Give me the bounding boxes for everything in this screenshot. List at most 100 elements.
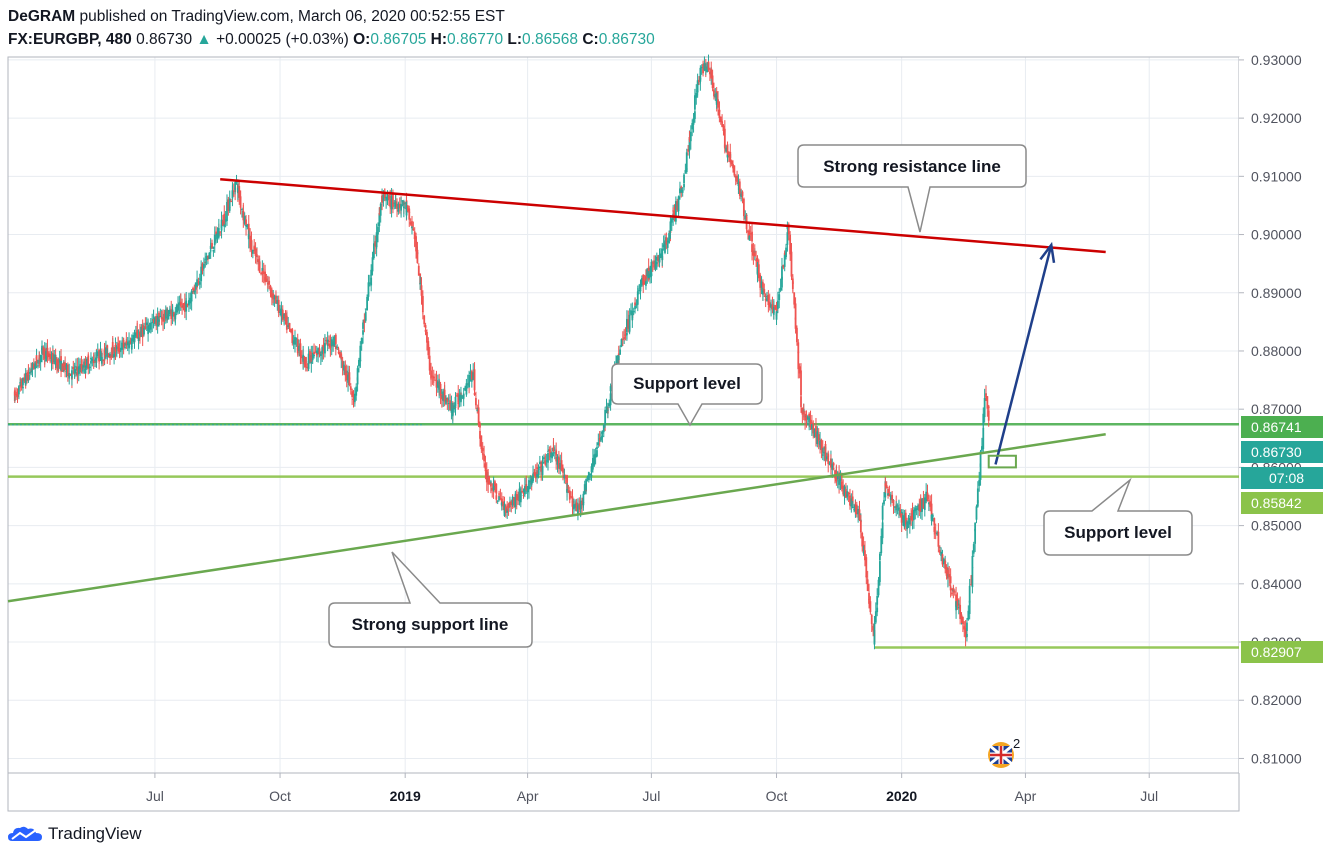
candle-body	[966, 633, 968, 637]
candle-body	[288, 323, 291, 330]
candle-body	[314, 352, 317, 354]
quote-row: FX:EURGBP, 480 0.86730 ▲ +0.00025 (+0.03…	[8, 29, 655, 51]
candle-body	[893, 506, 896, 508]
candle-body	[885, 485, 888, 489]
events-badge[interactable]: 2	[988, 736, 1020, 768]
candle-body	[491, 487, 494, 491]
candle-body	[35, 355, 38, 364]
candle-body	[929, 501, 932, 507]
candle-body	[435, 380, 438, 388]
candle-body	[864, 550, 866, 561]
candle-body	[60, 361, 62, 370]
candle-body	[360, 338, 363, 345]
candle-body	[870, 617, 873, 624]
candle-body	[609, 386, 612, 392]
candle-body	[619, 349, 621, 355]
candle-body	[957, 606, 960, 608]
candle-body	[130, 338, 133, 350]
time-axis[interactable]: Jul Oct 2019 Apr Jul Oct 2020 Apr Jul	[146, 773, 1158, 804]
horizontal-levels	[8, 423, 1239, 649]
candle-body	[164, 309, 167, 319]
callout-support-line[interactable]: Strong support line	[328, 551, 533, 648]
candle-body	[160, 318, 163, 320]
candle-body	[364, 312, 367, 321]
candle-body	[202, 263, 205, 269]
candle-body	[368, 282, 371, 284]
candle-body	[15, 393, 18, 395]
candle-body	[664, 240, 666, 253]
candle-body	[791, 281, 794, 289]
callout-resistance[interactable]: Strong resistance line	[797, 144, 1027, 233]
candle-body	[523, 486, 526, 495]
candle-body	[102, 360, 105, 362]
candle-body	[453, 405, 456, 410]
candle-body	[268, 280, 271, 285]
candle-body	[390, 196, 393, 210]
candle-body	[494, 481, 496, 487]
candle-body	[751, 231, 753, 242]
candle-body	[162, 318, 164, 322]
candle-body	[729, 151, 732, 163]
strong-resistance-line[interactable]	[220, 177, 1106, 254]
candle-body	[543, 457, 545, 460]
candle-body	[216, 233, 219, 239]
candle-body	[844, 489, 847, 498]
candle-body	[941, 554, 944, 565]
candle-body	[92, 360, 95, 363]
candle-body	[98, 357, 101, 362]
entry-zone-box[interactable]	[987, 454, 1017, 469]
candle-body	[45, 351, 47, 362]
candle-body	[828, 463, 831, 465]
candle-body	[913, 509, 915, 520]
candle-body	[942, 559, 945, 564]
price-tag-label: 0.86741	[1251, 419, 1302, 435]
candle-body	[571, 501, 574, 507]
candle-body	[560, 467, 563, 471]
candle-body	[270, 289, 273, 298]
candle-body	[115, 346, 118, 350]
candle-body	[968, 585, 971, 603]
candle-body	[428, 355, 431, 371]
candle-body	[553, 452, 556, 454]
price-axis[interactable]: 0.93000 0.92000 0.91000 0.90000 0.89000 0.880…	[1239, 52, 1325, 773]
candle-body	[585, 479, 587, 490]
candle-body	[480, 435, 483, 450]
candle-body	[484, 470, 487, 472]
candle-body	[921, 498, 923, 512]
candle-body	[366, 296, 368, 311]
candle-body	[103, 348, 106, 356]
candle-body	[363, 319, 366, 324]
callout-support-upper[interactable]: Support level	[611, 363, 763, 427]
candle-body	[747, 230, 749, 233]
candle-body	[858, 509, 861, 521]
candle-body	[272, 293, 275, 300]
candle-body	[77, 366, 80, 374]
candle-body	[114, 345, 117, 352]
symbol-label[interactable]: FX:EURGBP, 480	[8, 31, 132, 48]
candle-body	[333, 336, 336, 346]
candle-body	[776, 300, 779, 309]
strong-support-line[interactable]	[7, 432, 1106, 603]
callout-support-lower[interactable]: Support level	[1043, 477, 1193, 556]
candle-body	[855, 504, 858, 515]
candle-body	[372, 243, 375, 250]
tradingview-logo[interactable]: TradingView	[8, 824, 142, 844]
candle-body	[495, 495, 498, 500]
candle-body	[888, 493, 891, 496]
candle-body	[402, 206, 405, 209]
price-tag-label: 0.86730	[1251, 444, 1302, 460]
candle-body	[30, 371, 33, 373]
candle-body	[809, 419, 812, 428]
candle-body	[291, 333, 294, 344]
candle-body	[231, 190, 234, 195]
candle-body	[122, 342, 125, 348]
candle-body	[163, 316, 166, 319]
candle-body	[953, 591, 956, 593]
candle-body	[387, 195, 390, 200]
forecast-arrow[interactable]	[994, 244, 1053, 465]
candle-body	[280, 309, 283, 316]
candle-body	[740, 193, 743, 197]
candle-body	[751, 244, 753, 253]
author-name[interactable]: DeGRAM	[8, 8, 76, 25]
